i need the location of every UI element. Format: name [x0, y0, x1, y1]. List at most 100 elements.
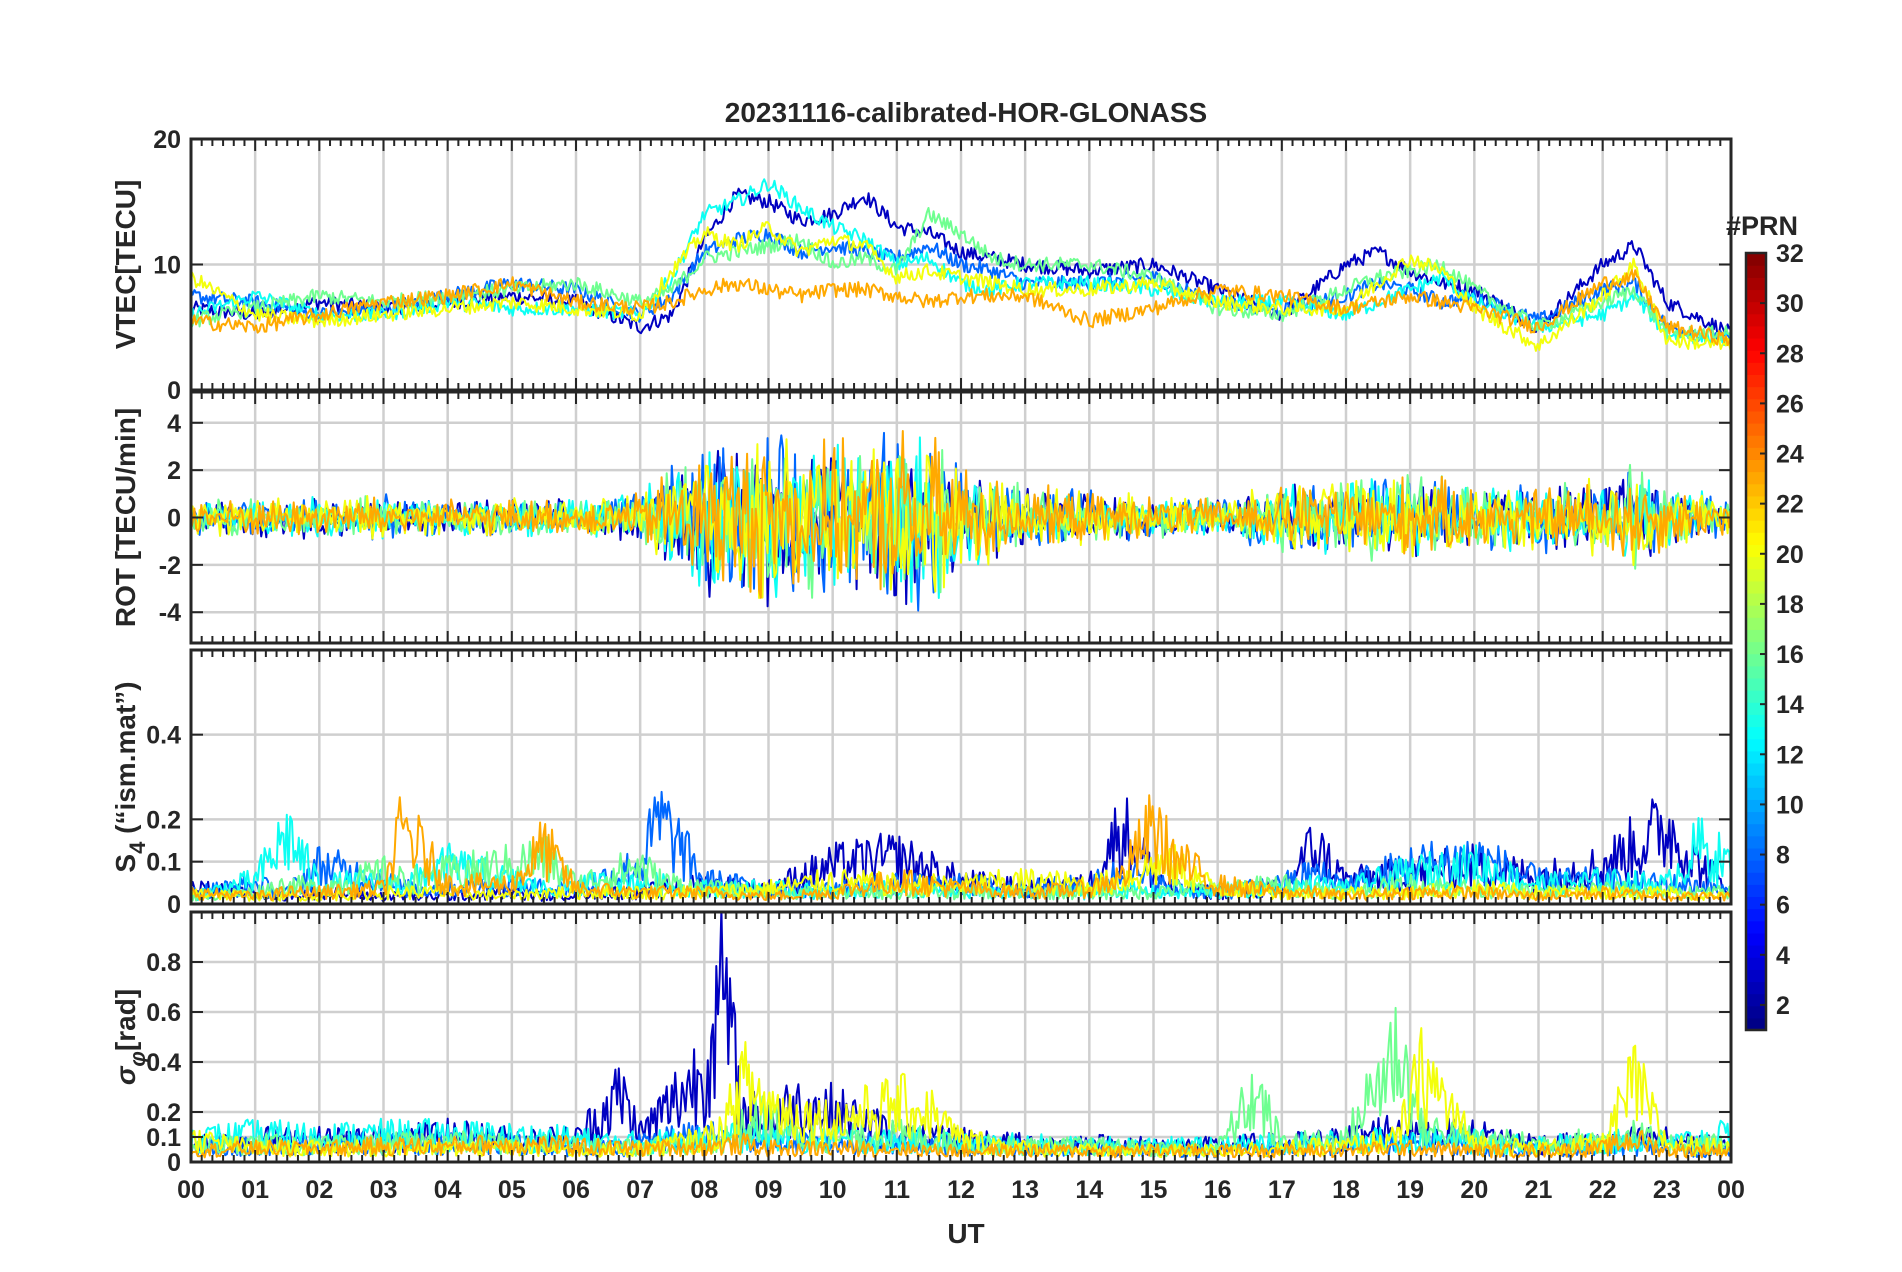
- colorbar-segment: [1746, 605, 1766, 618]
- colorbar-segment: [1746, 447, 1766, 460]
- x-tick-label: 04: [434, 1176, 462, 1204]
- colorbar-segment: [1746, 495, 1766, 509]
- x-tick-label: 22: [1589, 1176, 1617, 1204]
- colorbar-segment: [1746, 993, 1766, 1007]
- y-axis-label-sigma: σφ[rad]: [110, 989, 150, 1085]
- x-tick-label: 06: [562, 1176, 590, 1204]
- colorbar-tick-label: 12: [1776, 741, 1804, 769]
- colorbar-segment: [1746, 277, 1766, 291]
- colorbar-segment: [1746, 386, 1766, 400]
- colorbar-segment: [1746, 835, 1766, 849]
- colorbar-segment: [1746, 568, 1766, 582]
- colorbar-segment: [1746, 872, 1766, 885]
- colorbar-segment: [1746, 690, 1766, 703]
- y-tick-label: 0.6: [146, 999, 181, 1027]
- x-tick-label: 08: [690, 1176, 718, 1204]
- colorbar-segment: [1746, 847, 1766, 861]
- colorbar-segment: [1746, 350, 1766, 363]
- panel-sigma: 00.10.2 0.4 0.6 0.8 σφ[rad]: [110, 910, 1733, 1177]
- colorbar-segment: [1746, 726, 1766, 740]
- colorbar-segment: [1746, 860, 1766, 873]
- traces-rot: [191, 430, 1731, 612]
- colorbar-segment: [1746, 592, 1766, 606]
- y-tick-label: 2: [167, 457, 181, 485]
- series-line-prn-23: [191, 430, 1731, 599]
- panel-s4: 0 0.1 0.2 0.4S4 (“ism.mat”): [110, 648, 1733, 919]
- colorbar-segment: [1746, 410, 1766, 424]
- x-tick-label: 03: [370, 1176, 398, 1204]
- colorbar-segment: [1746, 337, 1766, 351]
- y-tick-label: 0: [167, 891, 181, 919]
- colorbar-tick-label: 16: [1776, 641, 1804, 669]
- y-tick-label: 0.4: [146, 1049, 181, 1077]
- x-axis-label: UT: [947, 1218, 984, 1249]
- colorbar-segment: [1746, 762, 1766, 776]
- colorbar: 32 30 28 26 24 22 20 18 16 14 12 10 8 6 4 2 #PRN: [1726, 211, 1804, 1032]
- colorbar-tick-label: 4: [1776, 942, 1790, 970]
- colorbar-segment: [1746, 313, 1766, 327]
- x-tick-label: 09: [755, 1176, 783, 1204]
- y-tick-label: 4: [167, 410, 181, 438]
- colorbar-segment: [1746, 398, 1766, 412]
- colorbar-segment: [1746, 507, 1766, 521]
- colorbar-tick-label: 10: [1776, 791, 1804, 819]
- colorbar-segment: [1746, 617, 1766, 630]
- colorbar-segment: [1746, 799, 1766, 813]
- colorbar-segment: [1746, 580, 1766, 594]
- colorbar-segment: [1746, 629, 1766, 643]
- colorbar-segment: [1746, 750, 1766, 764]
- colorbar-segment: [1746, 957, 1766, 970]
- series-line-prn-13: [191, 1117, 1731, 1157]
- y-axis-label-vtec: VTEC[TECU]: [110, 180, 141, 350]
- colorbar-label: #PRN: [1726, 211, 1798, 241]
- x-tick-label: 12: [947, 1176, 975, 1204]
- colorbar-segment: [1746, 775, 1766, 788]
- colorbar-segment: [1746, 253, 1766, 266]
- colorbar-frame: [1744, 251, 1768, 1032]
- series-line-prn-23: [191, 269, 1731, 347]
- colorbar-tick-label: 24: [1776, 441, 1804, 469]
- x-tick-label: 07: [626, 1176, 654, 1204]
- colorbar-segment: [1746, 422, 1766, 436]
- y-tick-label: 10: [153, 252, 181, 280]
- y-tick-label: 0.1: [146, 1124, 181, 1152]
- colorbar-tick-label: 30: [1776, 290, 1804, 318]
- traces-vtec: [191, 178, 1731, 353]
- colorbar-segment: [1746, 738, 1766, 752]
- y-tick-label: 0.1: [146, 849, 181, 877]
- colorbar-segment: [1746, 981, 1766, 995]
- x-tick-label: 13: [1011, 1176, 1039, 1204]
- y-tick-label: -4: [159, 599, 181, 627]
- colorbar-segment: [1746, 435, 1766, 448]
- colorbar-segment: [1746, 362, 1766, 376]
- y-tick-label: -2: [159, 552, 181, 580]
- colorbar-segment: [1746, 653, 1766, 667]
- y-tick-label: 0: [167, 377, 181, 405]
- x-tick-label: 20: [1460, 1176, 1488, 1204]
- colorbar-segment: [1746, 1017, 1766, 1031]
- x-tick-label: 14: [1075, 1176, 1103, 1204]
- y-tick-label: 0: [167, 1149, 181, 1177]
- chart-title: 20231116-calibrated-HOR-GLONASS: [725, 97, 1207, 128]
- colorbar-segment: [1746, 641, 1766, 655]
- colorbar-segment: [1746, 920, 1766, 934]
- x-tick-label: 00: [177, 1176, 205, 1204]
- colorbar-tick-label: 2: [1776, 992, 1790, 1020]
- colorbar-segment: [1746, 702, 1766, 715]
- panel-rot: -4 -2 0 2 4 ROT [TECU/min]: [110, 390, 1733, 645]
- colorbar-tick-label: 14: [1776, 691, 1804, 719]
- colorbar-segment: [1746, 301, 1766, 315]
- colorbar-segment: [1746, 459, 1766, 473]
- x-tick-label: 21: [1525, 1176, 1553, 1204]
- y-axis-label-s4: S4 (“ism.mat”): [110, 681, 150, 872]
- colorbar-segment: [1746, 811, 1766, 825]
- x-tick-label: 23: [1653, 1176, 1681, 1204]
- colorbar-tick-label: 26: [1776, 390, 1804, 418]
- colorbar-segment: [1746, 289, 1766, 303]
- colorbar-segment: [1746, 945, 1766, 958]
- colorbar-segment: [1746, 556, 1766, 570]
- x-tick-label: 02: [305, 1176, 333, 1204]
- y-tick-label: 0.4: [146, 722, 181, 750]
